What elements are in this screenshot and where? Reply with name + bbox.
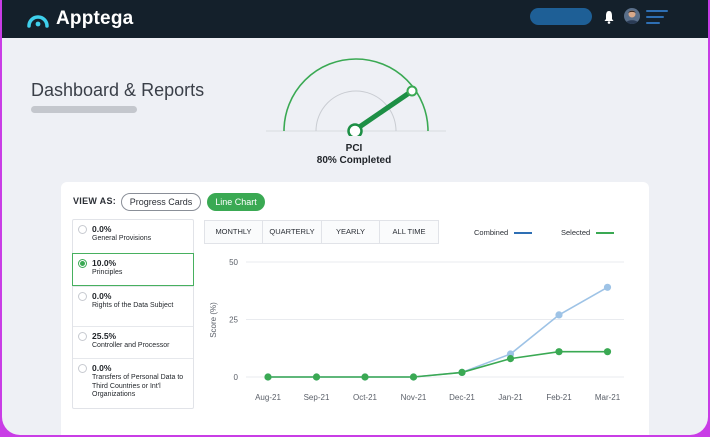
category-list: 0.0% General Provisions 10.0% Principles… (72, 219, 194, 409)
x-tick-label: Feb-21 (546, 393, 572, 402)
y-tick-label: 25 (229, 316, 238, 325)
data-point-selected (264, 373, 272, 381)
tab-monthly[interactable]: MONTHLY (205, 221, 263, 243)
x-tick-label: Sep-21 (304, 393, 330, 402)
pci-gauge (266, 58, 446, 136)
item-name: General Provisions (92, 235, 152, 242)
y-tick-label: 0 (234, 373, 239, 382)
item-percent: 0.0% (92, 291, 112, 301)
series-line-selected (268, 350, 608, 378)
legend-selected: Selected (561, 228, 615, 237)
list-item[interactable]: 0.0% Transfers of Personal Data to Third… (73, 358, 193, 409)
data-point-selected (603, 348, 612, 356)
radio-button-selected[interactable] (78, 259, 87, 268)
data-point-selected (555, 348, 563, 356)
list-item-selected[interactable]: 10.0% Principles (72, 253, 194, 286)
series-line-combined (268, 286, 608, 378)
y-axis-label: Score (%) (209, 302, 218, 338)
gauge-caption: PCI 80% Completed (284, 143, 424, 167)
data-point-combined (555, 311, 563, 319)
data-point-combined (603, 283, 612, 291)
item-name: Transfers of Personal Data to Third Coun… (92, 374, 184, 398)
score-line-chart: 0 25 50 Score (%) Aug-21 Sep-21 Oct-21 Nov-21 De… (209, 258, 624, 402)
avatar[interactable] (624, 8, 640, 24)
item-name: Controller and Processor (92, 342, 170, 349)
tab-all-time[interactable]: ALL TIME (392, 227, 426, 236)
item-percent: 25.5% (92, 331, 117, 341)
logo-icon (27, 15, 49, 28)
list-item[interactable]: 0.0% General Provisions (73, 220, 193, 253)
legend-selected-swatch (596, 231, 615, 234)
tab-quarterly[interactable]: QUARTERLY (263, 221, 322, 243)
progress-cards-button[interactable]: Progress Cards (121, 193, 201, 211)
radio-button[interactable] (78, 225, 87, 234)
x-tick-label: Nov-21 (401, 393, 427, 402)
page-title: Dashboard & Reports (31, 80, 205, 100)
legend-combined: Combined (474, 228, 533, 237)
report-card: VIEW AS: Progress Cards Line Chart 0.0% … (61, 182, 649, 435)
x-tick-label: Oct-21 (353, 393, 378, 402)
item-name: Rights of the Data Subject (92, 302, 174, 309)
view-as-label: VIEW AS: (73, 196, 117, 206)
top-navigation-bar: Apptega (2, 0, 708, 38)
user-avatar-icon (625, 10, 639, 24)
y-tick-label: 50 (229, 258, 238, 267)
x-tick-label: Jan-21 (498, 393, 523, 402)
gauge-title: PCI (345, 143, 363, 154)
list-item[interactable]: 25.5% Controller and Processor (73, 326, 193, 359)
gauge-status: 80% Completed (316, 155, 392, 166)
x-tick-label: Aug-21 (255, 393, 281, 402)
data-point-selected (506, 355, 515, 363)
x-tick-label: Dec-21 (449, 393, 475, 402)
hamburger-menu-icon[interactable] (646, 10, 668, 24)
bell-icon[interactable] (604, 10, 614, 24)
tab-yearly[interactable]: YEARLY (322, 221, 380, 243)
item-percent: 0.0% (92, 363, 112, 373)
radio-button[interactable] (78, 292, 87, 301)
data-point-selected (409, 373, 418, 381)
subtitle-placeholder-bar (31, 106, 137, 113)
radio-button[interactable] (78, 332, 87, 341)
radio-button[interactable] (78, 364, 87, 373)
data-point-selected (361, 373, 369, 381)
x-tick-label: Mar-21 (595, 393, 621, 402)
item-percent: 0.0% (92, 224, 112, 234)
line-chart-button[interactable]: Line Chart (207, 193, 265, 211)
item-name: Principles (92, 269, 123, 276)
search-pill[interactable] (530, 8, 592, 25)
legend-combined-label: Combined (474, 228, 509, 237)
time-range-tabs: MONTHLY QUARTERLY YEARLY ALL TIME (204, 220, 439, 244)
data-point-selected (458, 368, 466, 376)
data-point-selected (312, 373, 321, 381)
app-name: Apptega (56, 8, 134, 29)
apptega-logo[interactable]: Apptega (26, 8, 133, 30)
legend-selected-label: Selected (561, 228, 591, 237)
list-item[interactable]: 0.0% Rights of the Data Subject (73, 286, 193, 327)
legend-combined-swatch (514, 231, 533, 234)
item-percent: 10.0% (92, 258, 117, 268)
